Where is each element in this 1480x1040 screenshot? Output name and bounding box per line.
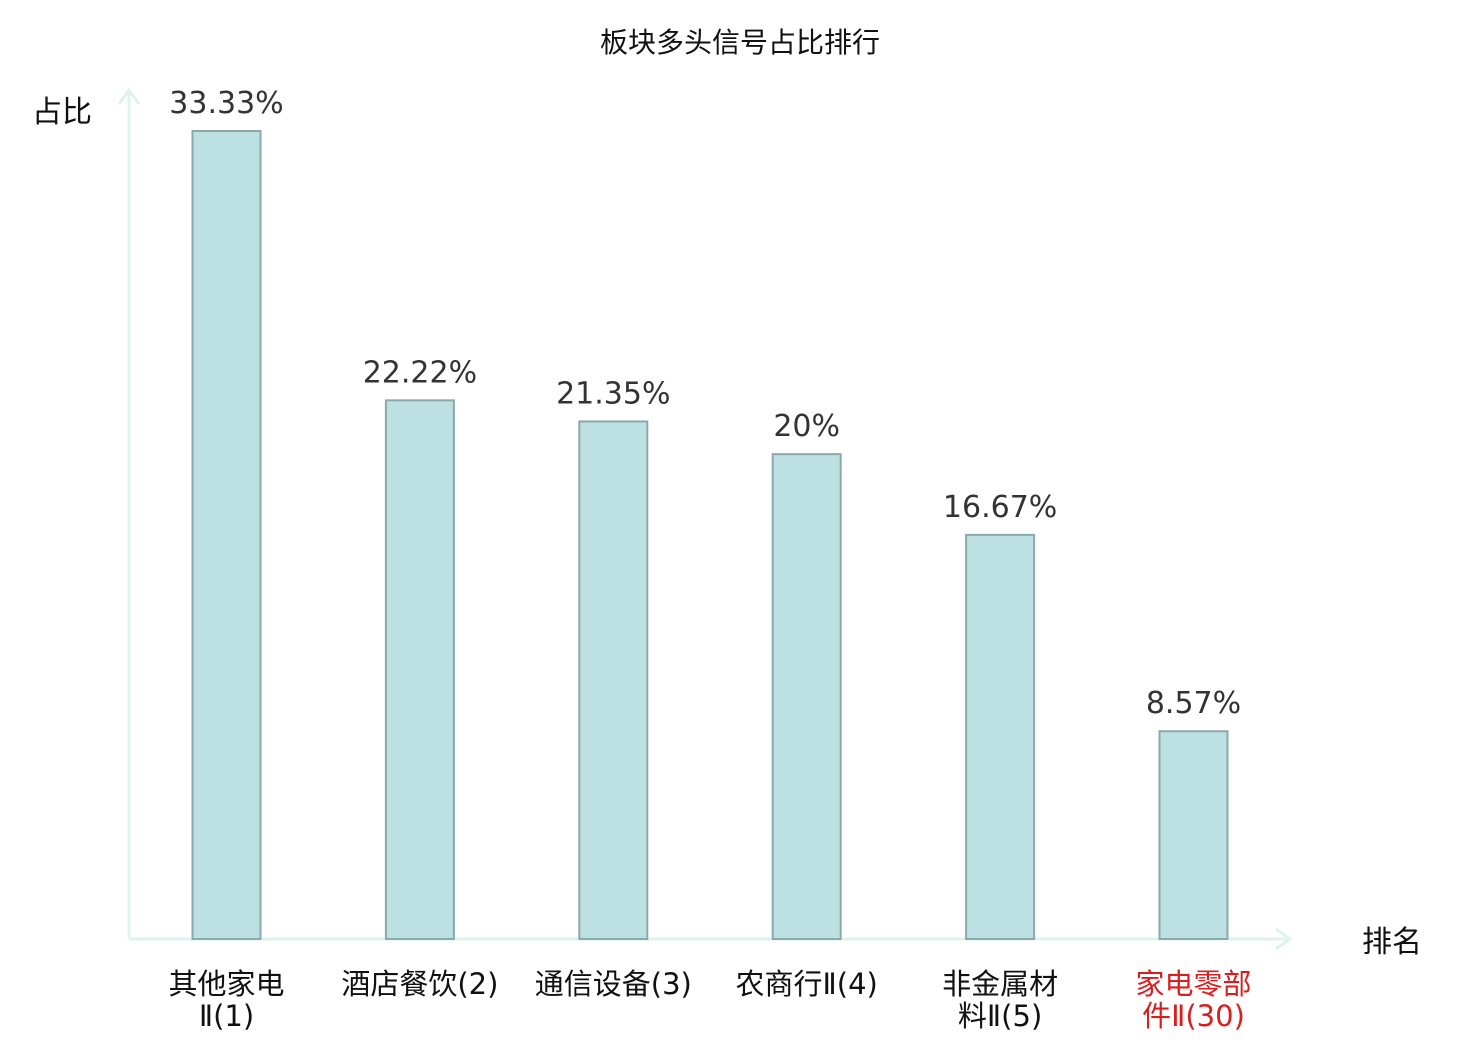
category-label-6: 家电零部件Ⅱ(30) xyxy=(1135,967,1251,1033)
bar-2 xyxy=(384,399,455,941)
y-axis-arrow xyxy=(117,87,141,105)
bar-4 xyxy=(771,453,842,940)
bar-3 xyxy=(578,420,649,940)
category-label-line: 农商行Ⅱ(4) xyxy=(736,967,878,1001)
bar-1 xyxy=(191,130,262,940)
axes xyxy=(117,87,1293,951)
category-label-3: 通信设备(3) xyxy=(535,967,692,1001)
value-label-2: 22.22% xyxy=(363,355,477,390)
category-label-2: 酒店餐饮(2) xyxy=(341,967,498,1001)
value-label-1: 33.33% xyxy=(169,86,283,121)
category-label-line: 家电零部 xyxy=(1135,967,1251,1001)
bar-6 xyxy=(1158,730,1229,940)
chart-title: 板块多头信号占比排行 xyxy=(600,26,880,59)
bar-5 xyxy=(965,533,1036,940)
category-label-5: 非金属材料Ⅱ(5) xyxy=(942,967,1058,1033)
y-axis-label: 占比 xyxy=(32,95,92,130)
value-label-6: 8.57% xyxy=(1146,686,1241,721)
x-axis-arrow xyxy=(1275,927,1293,951)
category-label-line: 非金属材 xyxy=(942,967,1058,1001)
value-label-4: 20% xyxy=(773,409,840,444)
category-label-line: 通信设备(3) xyxy=(535,967,692,1001)
bars-group xyxy=(191,130,1229,941)
category-label-4: 农商行Ⅱ(4) xyxy=(736,967,878,1001)
category-label-line: 件Ⅱ(30) xyxy=(1142,999,1245,1033)
value-label-5: 16.67% xyxy=(943,490,1057,525)
x-axis-label: 排名 xyxy=(1362,925,1422,960)
category-label-line: 其他家电 xyxy=(168,967,284,1001)
category-label-line: Ⅱ(1) xyxy=(199,999,254,1033)
category-label-1: 其他家电 Ⅱ(1) xyxy=(168,967,284,1033)
category-labels-group: 其他家电 Ⅱ(1) 酒店餐饮(2) 通信设备(3) 农商行Ⅱ(4) 非金属材料Ⅱ(5) 家电… xyxy=(168,967,1251,1033)
value-labels-group: 33.33% 22.22% 21.35% 20% 16.67% 8.57% xyxy=(169,86,1241,721)
category-label-line: 酒店餐饮(2) xyxy=(341,967,498,1001)
category-label-line: 料Ⅱ(5) xyxy=(958,999,1042,1033)
value-label-3: 21.35% xyxy=(556,376,670,411)
